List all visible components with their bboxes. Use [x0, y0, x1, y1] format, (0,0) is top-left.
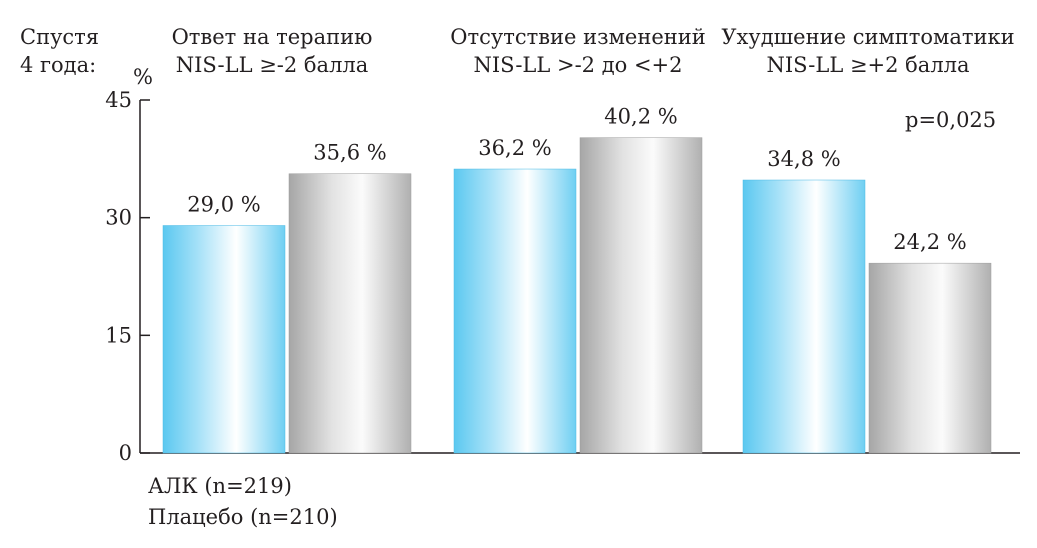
bar-alk-2	[453, 168, 577, 454]
y-tick-label: 30	[105, 206, 132, 230]
data-label-placebo-2: 40,2 %	[604, 105, 677, 129]
bar-placebo-3	[868, 262, 992, 454]
data-label-alk-1: 29,0 %	[187, 193, 260, 217]
category-2-title: Отсутствие изменений	[450, 25, 706, 49]
legend-series-2: Плацебо (n=210)	[148, 505, 338, 529]
y-axis-unit: %	[133, 65, 153, 89]
bar-alk-1	[162, 225, 286, 454]
corner-label-line1: Спустя	[20, 25, 100, 49]
y-tick-label: 0	[119, 441, 132, 465]
data-label-alk-2: 36,2 %	[478, 136, 551, 160]
y-tick-label: 45	[105, 88, 132, 112]
category-3-title: Ухудшение симптоматики	[721, 25, 1015, 49]
data-label-alk-3: 34,8 %	[767, 147, 840, 171]
category-1-title: Ответ на терапию	[171, 25, 373, 49]
bar-alk-3	[742, 179, 866, 454]
bar-placebo-1	[288, 173, 412, 454]
data-label-placebo-3: 24,2 %	[893, 230, 966, 254]
category-2-subtitle: NIS-LL >-2 до <+2	[473, 53, 683, 77]
category-1-subtitle: NIS-LL ≥-2 балла	[175, 53, 369, 77]
bar-placebo-2	[579, 137, 703, 454]
corner-label-line2: 4 года:	[20, 53, 97, 77]
data-label-placebo-1: 35,6 %	[313, 141, 386, 165]
legend-series-1: АЛК (n=219)	[148, 474, 292, 498]
p-value-annotation: p=0,025	[905, 108, 997, 132]
y-tick-label: 15	[105, 323, 132, 347]
category-3-subtitle: NIS-LL ≥+2 балла	[766, 53, 970, 77]
